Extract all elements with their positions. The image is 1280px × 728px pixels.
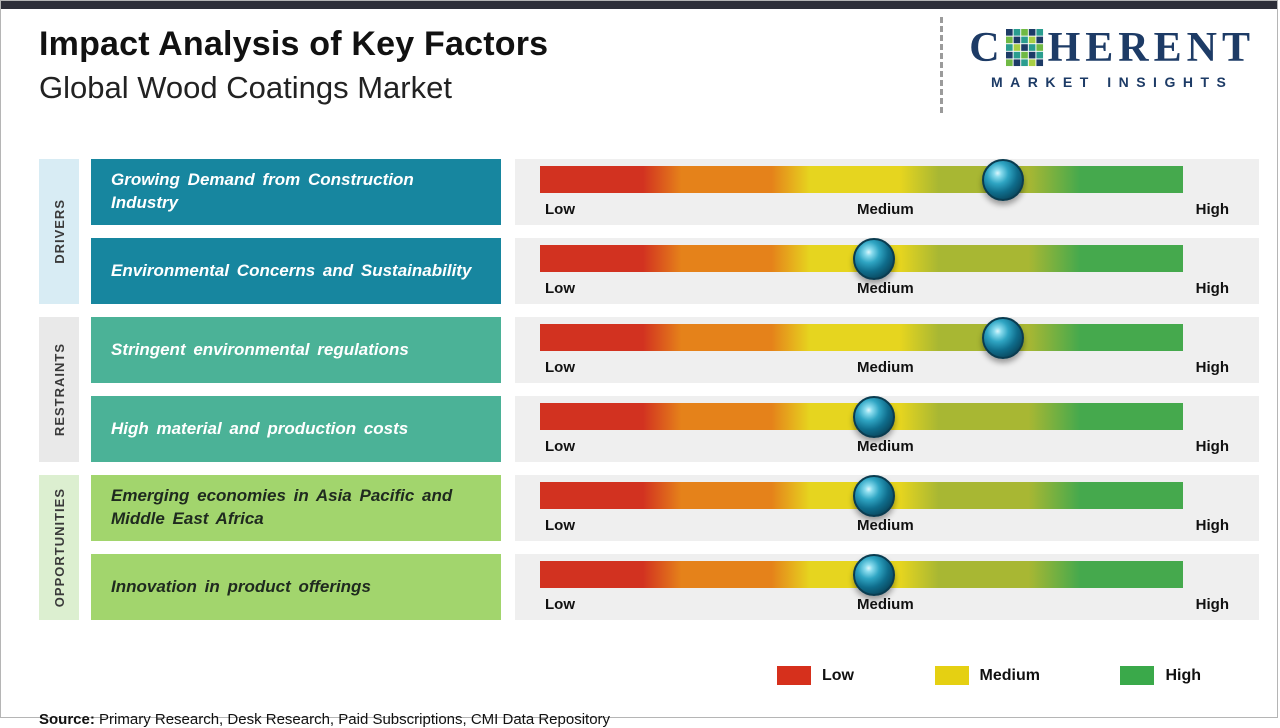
factor-row: Environmental Concerns and Sustainabilit… (91, 237, 1259, 304)
group-label: RESTRAINTS (51, 342, 67, 437)
impact-gauge: Low Medium High (515, 158, 1259, 225)
factor-text: Innovation in product offerings (111, 576, 371, 596)
factor-row: Growing Demand from Construction Industr… (91, 158, 1259, 225)
header: Impact Analysis of Key Factors Global Wo… (1, 9, 1277, 129)
factor-label: Growing Demand from Construction Industr… (91, 159, 501, 225)
impact-marker (981, 316, 1024, 359)
impact-scale-bar (540, 395, 1183, 438)
impact-marker (853, 237, 896, 280)
group-label: DRIVERS (51, 199, 67, 264)
group-tab-opportunities: OPPORTUNITIES (39, 475, 79, 620)
group-tab-restraints: RESTRAINTS (39, 317, 79, 462)
scale-labels: Low Medium High (515, 359, 1259, 376)
top-accent-bar (1, 1, 1277, 9)
group-drivers: DRIVERS Growing Demand from Construction… (39, 158, 1259, 304)
factor-text: Stringent environmental regulations (111, 339, 409, 359)
factor-row: Innovation in product offerings Low Medi… (91, 553, 1259, 620)
scale-label-low: Low (545, 201, 575, 218)
scale-labels: Low Medium High (515, 596, 1259, 613)
scale-label-low: Low (545, 438, 575, 455)
page-title: Impact Analysis of Key Factors (39, 25, 549, 63)
scale-label-low: Low (545, 517, 575, 534)
impact-analysis-chart: DRIVERS Growing Demand from Construction… (39, 158, 1259, 620)
dashed-separator (940, 17, 944, 113)
scale-labels: Low Medium High (515, 201, 1259, 218)
scale-labels: Low Medium High (515, 280, 1259, 297)
scale-label-medium: Medium (857, 596, 914, 613)
factor-label: Environmental Concerns and Sustainabilit… (91, 238, 501, 304)
impact-gauge: Low Medium High (515, 316, 1259, 383)
scale-label-high: High (1195, 596, 1229, 613)
legend-swatch-high (1120, 666, 1155, 685)
factor-text: Environmental Concerns and Sustainabilit… (111, 260, 472, 280)
factor-row: Emerging economies in Asia Pacific and M… (91, 474, 1259, 541)
group-restraints: RESTRAINTS Stringent environmental regul… (39, 316, 1259, 462)
scale-label-medium: Medium (857, 359, 914, 376)
logo-tagline: MARKET INSIGHTS (990, 74, 1234, 90)
impact-marker (981, 158, 1024, 201)
factor-label: Stringent environmental regulations (91, 317, 501, 383)
brand-area: C HERENT MARKET INSIGHTS (940, 11, 1255, 113)
group-tab-drivers: DRIVERS (39, 159, 79, 304)
scale-label-low: Low (545, 280, 575, 297)
legend-item-high: High (1120, 666, 1201, 685)
factor-row: High material and production costs Low M… (91, 395, 1259, 462)
factor-text: Emerging economies in Asia Pacific and M… (111, 486, 453, 528)
impact-marker (853, 474, 896, 517)
scale-labels: Low Medium High (515, 438, 1259, 455)
scale-label-medium: Medium (857, 438, 914, 455)
legend-swatch-low (777, 666, 811, 685)
group-label: OPPORTUNITIES (51, 487, 67, 608)
company-logo: C HERENT MARKET INSIGHTS (969, 11, 1255, 90)
legend-swatch-medium (934, 666, 969, 685)
legend-item-medium: Medium (934, 666, 1040, 685)
impact-gauge: Low Medium High (515, 553, 1259, 620)
page-subtitle: Global Wood Coatings Market (39, 70, 452, 105)
legend-label-medium: Medium (979, 666, 1040, 684)
impact-gauge: Low Medium High (515, 395, 1259, 462)
legend-item-low: Low (777, 666, 854, 685)
scale-label-high: High (1195, 438, 1229, 455)
scale-label-high: High (1195, 280, 1229, 297)
group-opportunities: OPPORTUNITIES Emerging economies in Asia… (39, 474, 1259, 620)
scale-label-low: Low (545, 596, 575, 613)
legend: Low Medium High (777, 666, 1201, 685)
impact-scale-bar (540, 237, 1183, 280)
scale-labels: Low Medium High (515, 517, 1259, 534)
legend-label-high: High (1165, 666, 1201, 684)
factor-row: Stringent environmental regulations Low … (91, 316, 1259, 383)
impact-scale-bar (540, 158, 1183, 201)
impact-gauge: Low Medium High (515, 237, 1259, 304)
scale-label-high: High (1195, 517, 1229, 534)
factor-label: High material and production costs (91, 396, 501, 462)
impact-marker (853, 395, 896, 438)
impact-scale-bar (540, 316, 1183, 359)
scale-label-high: High (1195, 359, 1229, 376)
factor-text: Growing Demand from Construction Industr… (111, 170, 414, 212)
impact-scale-bar (540, 553, 1183, 596)
logo-wordmark: C HERENT (969, 27, 1255, 69)
mosaic-o-icon (1005, 29, 1043, 67)
logo-letters-rest: HERENT (1047, 25, 1255, 71)
scale-label-high: High (1195, 201, 1229, 218)
scale-label-low: Low (545, 359, 575, 376)
impact-gauge: Low Medium High (515, 474, 1259, 541)
impact-marker (853, 553, 896, 596)
scale-label-medium: Medium (857, 280, 914, 297)
factor-text: High material and production costs (111, 418, 409, 438)
impact-scale-bar (540, 474, 1183, 517)
factor-label: Emerging economies in Asia Pacific and M… (91, 475, 501, 541)
scale-label-medium: Medium (857, 517, 914, 534)
scale-label-medium: Medium (857, 201, 914, 218)
logo-letter-c: C (969, 25, 1005, 71)
factor-label: Innovation in product offerings (91, 554, 501, 620)
legend-label-low: Low (822, 666, 854, 684)
